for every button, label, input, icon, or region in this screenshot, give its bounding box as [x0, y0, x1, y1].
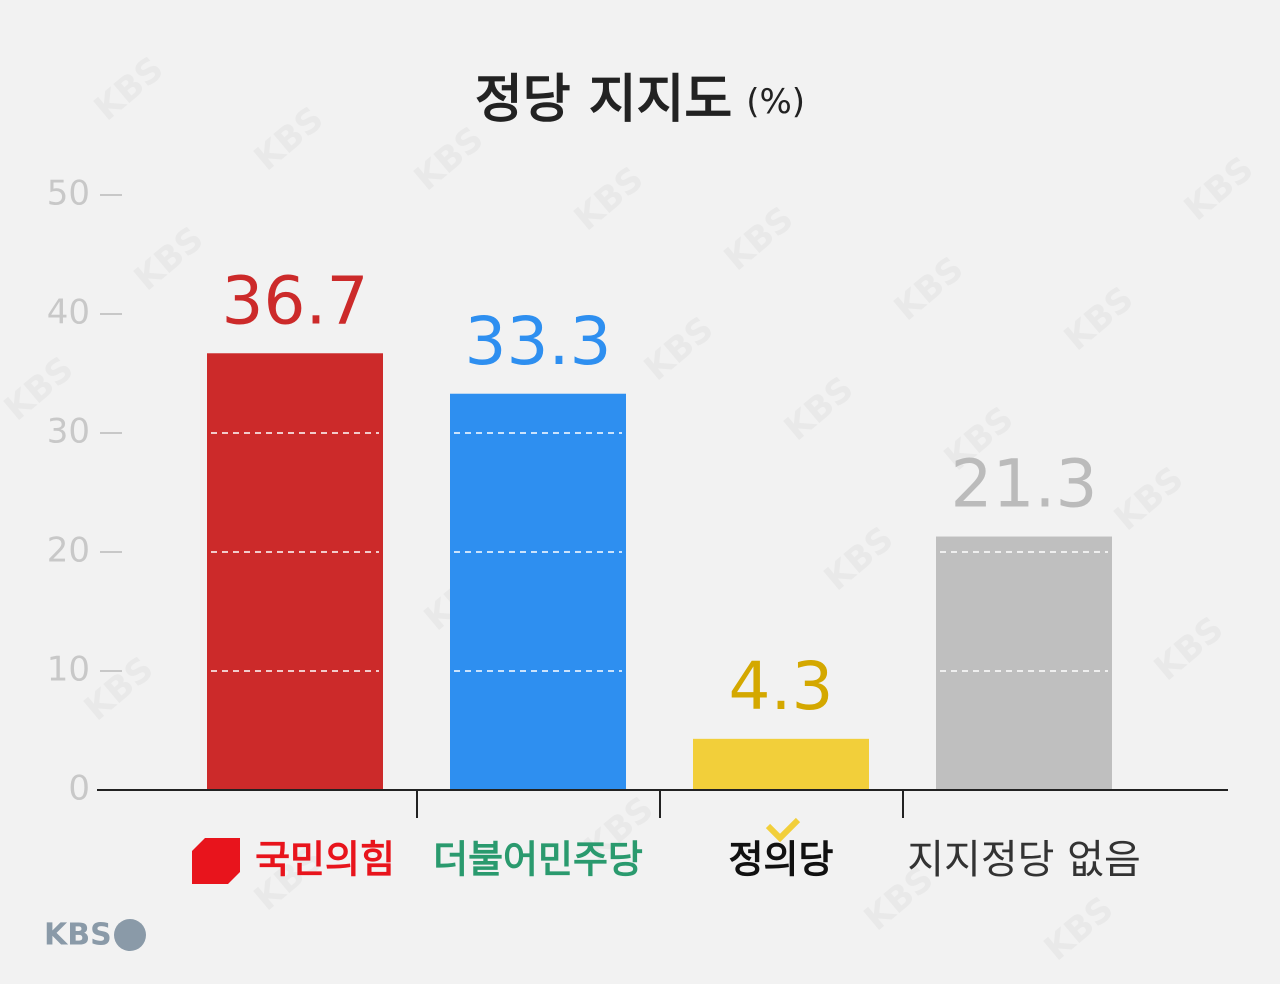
value-label: 33.3 — [465, 303, 612, 380]
y-tick-label: 30 — [47, 412, 90, 452]
title-text: 정당 지지도 — [475, 70, 732, 130]
value-label: 36.7 — [222, 262, 369, 339]
bar — [207, 353, 383, 790]
chart-title: 정당 지지도 (%) — [475, 70, 805, 130]
value-label: 4.3 — [729, 648, 834, 725]
party-logo — [765, 817, 801, 843]
bar — [693, 738, 869, 790]
x-tick-label: 더불어민주당 — [433, 838, 643, 882]
x-tick-label: 지지정당 없음 — [907, 837, 1141, 883]
y-tick-label: 0 — [68, 769, 90, 809]
bar — [450, 393, 626, 790]
x-tick-label: 정의당 — [729, 838, 834, 882]
bar — [936, 536, 1112, 790]
x-tick-label: 국민의힘 — [255, 838, 395, 882]
logo: KBS — [44, 918, 112, 953]
party-logo — [192, 838, 240, 884]
y-tick-label: 10 — [47, 650, 90, 690]
y-tick-label: 50 — [47, 174, 90, 214]
y-tick-label: 20 — [47, 531, 90, 571]
logo-mark — [114, 919, 146, 951]
y-tick-label: 40 — [47, 293, 90, 333]
unit-label: (%) — [746, 82, 805, 122]
value-label: 21.3 — [951, 446, 1098, 523]
